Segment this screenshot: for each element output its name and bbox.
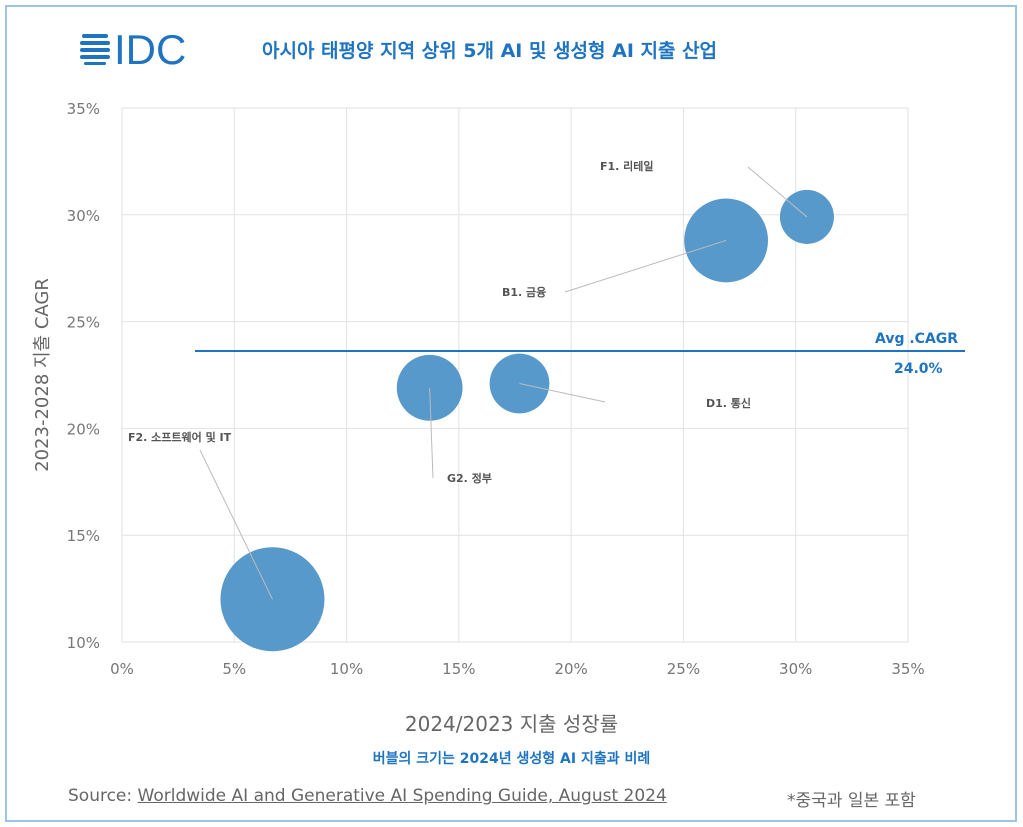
bubble-label: D1. 통신 bbox=[706, 396, 751, 410]
x-tick-label: 5% bbox=[222, 660, 246, 678]
y-tick-label: 25% bbox=[67, 314, 100, 332]
x-axis-label: 2024/2023 지출 성장률 bbox=[404, 712, 619, 736]
x-tick-label: 25% bbox=[667, 660, 700, 678]
bubble-label: F1. 리테일 bbox=[600, 159, 654, 173]
chart-title: 아시아 태평양 지역 상위 5개 AI 및 생성형 AI 지출 산업 bbox=[262, 40, 718, 62]
bubble-label: F2. 소프트웨어 및 IT bbox=[128, 430, 232, 444]
bubble-label: B1. 금융 bbox=[502, 286, 546, 299]
leader-line bbox=[519, 383, 606, 403]
avg-cagr-label: Avg .CAGR bbox=[875, 331, 958, 347]
bubble-label: G2. 정부 bbox=[447, 471, 492, 485]
y-tick-label: 10% bbox=[67, 634, 100, 652]
source-text: Source: Worldwide AI and Generative AI S… bbox=[68, 786, 667, 806]
region-note: *중국과 일본 포함 bbox=[787, 791, 916, 811]
idc-logo: IDC bbox=[80, 26, 186, 70]
y-axis-label: 2023-2028 지출 CAGR bbox=[32, 278, 53, 472]
x-tick-label: 15% bbox=[442, 660, 475, 678]
source-prefix: Source: bbox=[68, 786, 138, 806]
bubble bbox=[396, 354, 463, 421]
y-tick-label: 35% bbox=[67, 100, 100, 118]
leader-line bbox=[564, 239, 727, 293]
y-tick-label: 30% bbox=[67, 207, 100, 225]
leader-line bbox=[747, 166, 808, 218]
x-tick-label: 0% bbox=[110, 660, 134, 678]
leader-line bbox=[429, 387, 434, 479]
chart-frame bbox=[5, 5, 1017, 822]
bubble-size-note: 버블의 크기는 2024년 생성형 AI 지출과 비례 bbox=[372, 751, 651, 767]
x-tick-label: 30% bbox=[779, 660, 812, 678]
svg-text:IDC: IDC bbox=[114, 26, 186, 70]
x-tick-label: 20% bbox=[554, 660, 587, 678]
source-link[interactable]: Worldwide AI and Generative AI Spending … bbox=[137, 786, 667, 806]
x-tick-label: 35% bbox=[891, 660, 924, 678]
y-tick-label: 15% bbox=[67, 527, 100, 545]
avg-cagr-value: 24.0% bbox=[894, 361, 943, 377]
x-tick-label: 10% bbox=[330, 660, 363, 678]
leader-line bbox=[199, 449, 273, 600]
y-tick-label: 20% bbox=[67, 420, 100, 438]
